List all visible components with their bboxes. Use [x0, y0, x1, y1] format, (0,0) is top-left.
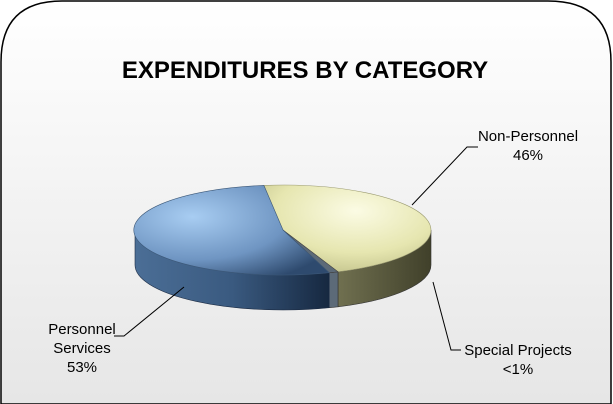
slice-personnel-services — [133, 185, 330, 276]
leader-line-special-projects — [432, 281, 461, 351]
pie-labels: Non-Personnel 46% Special Projects <1% Perso… — [48, 128, 578, 378]
leader-line-non-personnel — [411, 146, 478, 206]
slice-side-special-projects — [328, 271, 339, 309]
label-non-personnel: Non-Personnel 46% — [478, 128, 578, 164]
pie-plot — [133, 184, 432, 311]
leader-line-personnel-services — [114, 286, 185, 337]
label-personnel-services: Personnel Services 53% — [48, 321, 116, 376]
chart-title: EXPENDITURES BY CATEGORY — [122, 57, 488, 84]
slice-non-personnel — [263, 184, 432, 273]
label-special-projects: Special Projects <1% — [464, 342, 572, 378]
